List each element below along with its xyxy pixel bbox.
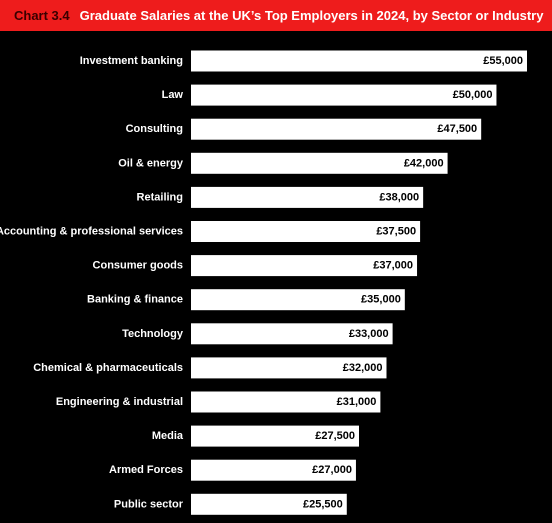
- bar: [191, 289, 405, 311]
- bar: [191, 493, 347, 515]
- category-label: Law: [162, 89, 184, 101]
- category-label: Armed Forces: [109, 464, 183, 476]
- category-label: Investment banking: [80, 55, 183, 67]
- category-label: Banking & finance: [87, 294, 183, 306]
- category-label: Accounting & professional services: [0, 226, 183, 238]
- data-label: £38,000: [379, 191, 419, 203]
- category-label: Chemical & pharmaceuticals: [33, 362, 183, 374]
- data-label: £42,000: [404, 157, 444, 169]
- data-label: £33,000: [349, 328, 389, 340]
- chart-title: Graduate Salaries at the UK’s Top Employ…: [79, 8, 544, 23]
- data-label: £35,000: [361, 294, 401, 306]
- bar: [191, 50, 527, 72]
- bar: [191, 221, 421, 242]
- bar: [191, 425, 359, 447]
- bar: [191, 186, 424, 208]
- chart-area: Investment banking £55,000 Law £50,000 Consu…: [0, 31, 552, 523]
- bar: [191, 323, 393, 345]
- data-label: £32,000: [343, 362, 383, 374]
- chart-number: Chart 3.4: [14, 8, 70, 23]
- data-label: £27,500: [315, 430, 355, 442]
- category-label: Consulting: [126, 123, 183, 135]
- category-label: Engineering & industrial: [56, 396, 183, 408]
- category-label: Retailing: [137, 191, 183, 203]
- data-label: £37,000: [373, 260, 413, 272]
- category-label: Technology: [122, 328, 184, 340]
- bar: [191, 357, 387, 379]
- data-label: £55,000: [483, 55, 523, 67]
- data-label: £37,500: [376, 226, 416, 238]
- category-label: Oil & energy: [118, 157, 184, 169]
- bar: [191, 255, 418, 277]
- data-label: £47,500: [437, 123, 477, 135]
- data-label: £31,000: [337, 396, 377, 408]
- bar-chart: Investment banking £55,000 Law £50,000 Consu…: [0, 50, 527, 515]
- data-label: £50,000: [453, 89, 493, 101]
- data-label: £25,500: [303, 498, 343, 510]
- title-bar: Chart 3.4 Graduate Salaries at the UK’s …: [0, 0, 552, 31]
- category-label: Media: [152, 430, 184, 442]
- bar: [191, 459, 356, 481]
- bar: [191, 84, 497, 106]
- bar: [191, 152, 448, 174]
- category-label: Public sector: [114, 498, 184, 510]
- bar: [191, 118, 482, 140]
- data-label: £27,000: [312, 464, 352, 476]
- bar: [191, 391, 381, 413]
- category-label: Consumer goods: [93, 260, 183, 272]
